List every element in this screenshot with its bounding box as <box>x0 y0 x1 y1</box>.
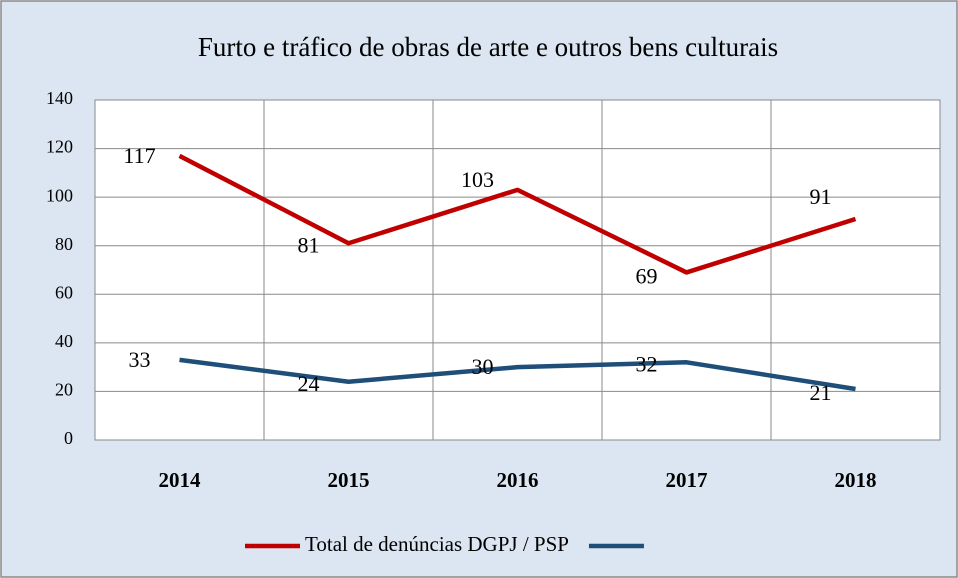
x-tick-label: 2014 <box>159 468 202 492</box>
chart-title: Furto e tráfico de obras de arte e outro… <box>198 32 778 62</box>
plot-area <box>94 99 941 441</box>
data-label: 32 <box>636 351 658 376</box>
y-tick-label: 40 <box>55 331 73 351</box>
data-label: 81 <box>298 232 320 257</box>
legend-label: Total de denúncias DGPJ / PSP <box>305 532 569 556</box>
y-tick-label: 60 <box>55 282 73 302</box>
y-tick-label: 100 <box>46 185 73 205</box>
series-line <box>178 153 857 275</box>
y-tick-label: 140 <box>46 88 73 108</box>
x-tick-label: 2016 <box>497 468 539 492</box>
data-label: 103 <box>461 167 494 192</box>
data-label: 91 <box>810 184 832 209</box>
data-label: 33 <box>129 347 151 372</box>
y-tick-label: 0 <box>64 428 73 448</box>
data-label: 117 <box>123 143 155 168</box>
y-tick-label: 20 <box>55 380 73 400</box>
data-label: 69 <box>636 263 658 288</box>
series-line <box>179 357 856 392</box>
y-tick-label: 80 <box>55 234 73 254</box>
x-tick-label: 2015 <box>328 468 370 492</box>
data-label: 21 <box>810 380 832 405</box>
y-tick-label: 120 <box>46 137 73 157</box>
x-tick-label: 2018 <box>835 468 877 492</box>
x-tick-label: 2017 <box>666 468 708 492</box>
data-label: 24 <box>298 371 320 396</box>
data-label: 30 <box>472 354 494 379</box>
